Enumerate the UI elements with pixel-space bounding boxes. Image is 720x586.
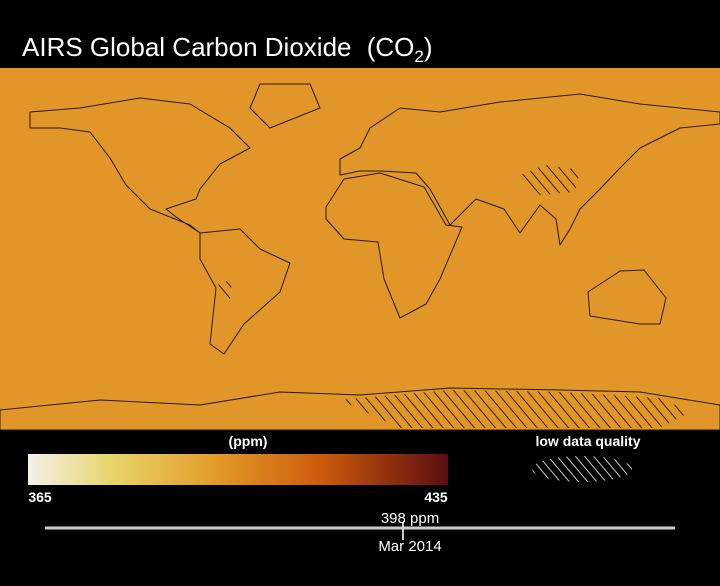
map bbox=[0, 68, 720, 431]
hatch-label: low data quality bbox=[535, 433, 640, 449]
title-formula: (CO bbox=[367, 32, 415, 62]
title-main: AIRS Global Carbon Dioxide bbox=[22, 32, 352, 62]
current-date: Mar 2014 bbox=[378, 538, 441, 555]
title-subscript: 2 bbox=[414, 47, 423, 66]
colorbar bbox=[28, 454, 448, 485]
legend-unit: (ppm) bbox=[229, 433, 268, 449]
hatch-swatch bbox=[532, 456, 632, 482]
current-value: 398 ppm bbox=[381, 510, 439, 527]
title: AIRS Global Carbon Dioxide (CO2) bbox=[22, 32, 433, 66]
colorbar-min: 365 bbox=[28, 489, 52, 505]
colorbar-max: 435 bbox=[424, 489, 448, 505]
title-formula-close: ) bbox=[424, 32, 433, 62]
